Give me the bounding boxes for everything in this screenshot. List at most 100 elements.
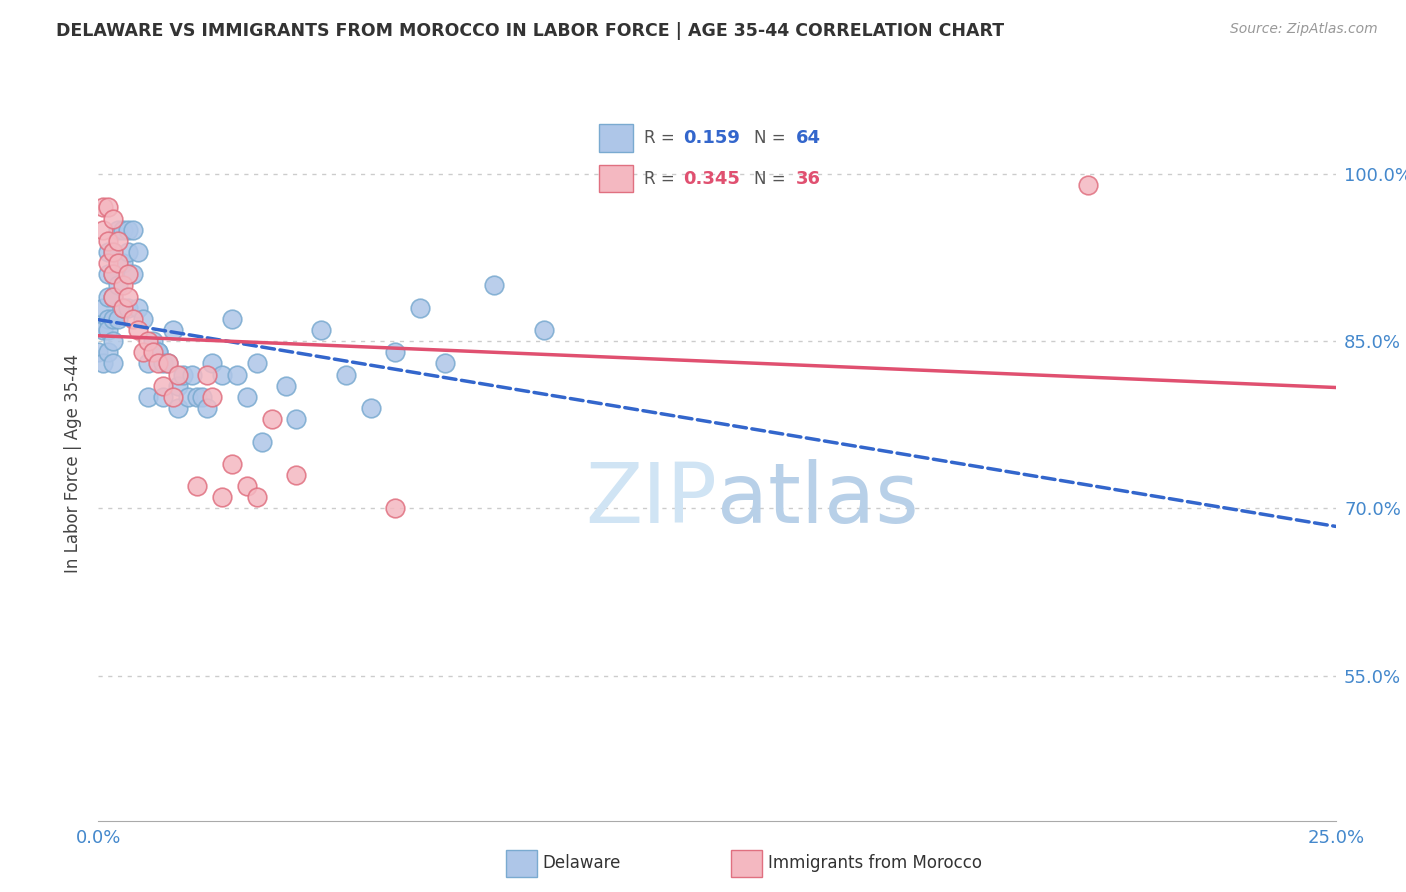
Point <box>87 345 110 359</box>
Point <box>195 368 218 382</box>
Text: R =: R = <box>644 169 681 187</box>
Point <box>107 256 129 270</box>
Text: 0.159: 0.159 <box>683 129 740 147</box>
Point <box>132 312 155 326</box>
Point <box>103 211 125 226</box>
Point <box>484 278 506 293</box>
Point <box>276 379 298 393</box>
Bar <box>599 124 633 152</box>
Point <box>246 357 269 371</box>
Point <box>93 323 115 337</box>
Point <box>117 290 139 304</box>
Point <box>136 357 159 371</box>
Point <box>107 312 129 326</box>
Text: Source: ZipAtlas.com: Source: ZipAtlas.com <box>1230 22 1378 37</box>
Point <box>103 268 125 282</box>
Point <box>191 390 214 404</box>
Point <box>112 223 135 237</box>
Y-axis label: In Labor Force | Age 35-44: In Labor Force | Age 35-44 <box>65 354 83 574</box>
Point <box>127 301 149 315</box>
Text: N =: N = <box>754 129 790 147</box>
Point <box>186 390 208 404</box>
Point <box>146 345 169 359</box>
Bar <box>599 165 633 192</box>
Point <box>1077 178 1099 193</box>
Point <box>103 312 125 326</box>
Text: atlas: atlas <box>717 459 918 540</box>
Point <box>93 357 115 371</box>
Point <box>117 245 139 260</box>
Point <box>166 379 188 393</box>
Point <box>186 479 208 493</box>
Point <box>112 256 135 270</box>
Point <box>146 357 169 371</box>
Point <box>211 491 233 505</box>
Point <box>97 268 120 282</box>
Point <box>103 290 125 304</box>
Point <box>260 412 283 426</box>
Point <box>221 312 243 326</box>
Point <box>172 368 194 382</box>
Point <box>122 312 145 326</box>
Point <box>97 345 120 359</box>
Point <box>384 501 406 516</box>
Point <box>107 278 129 293</box>
Point <box>97 245 120 260</box>
Point <box>152 390 174 404</box>
Text: Delaware: Delaware <box>543 855 621 872</box>
Point <box>201 390 224 404</box>
Point <box>195 401 218 416</box>
Point <box>127 245 149 260</box>
Point <box>166 401 188 416</box>
Point <box>152 379 174 393</box>
Point <box>112 301 135 315</box>
Point <box>107 234 129 248</box>
Point <box>132 345 155 359</box>
Text: DELAWARE VS IMMIGRANTS FROM MOROCCO IN LABOR FORCE | AGE 35-44 CORRELATION CHART: DELAWARE VS IMMIGRANTS FROM MOROCCO IN L… <box>56 22 1004 40</box>
Point <box>409 301 432 315</box>
Point <box>93 201 115 215</box>
Point <box>152 357 174 371</box>
Point <box>236 479 259 493</box>
Point <box>117 223 139 237</box>
Point <box>156 357 179 371</box>
Point <box>136 334 159 349</box>
Text: 36: 36 <box>796 169 821 187</box>
Point <box>103 268 125 282</box>
Point <box>246 491 269 505</box>
Point <box>201 357 224 371</box>
Point <box>309 323 332 337</box>
Point <box>335 368 357 382</box>
Point <box>127 323 149 337</box>
Point <box>533 323 555 337</box>
Point <box>162 390 184 404</box>
Point <box>97 290 120 304</box>
Point <box>93 301 115 315</box>
Point <box>112 278 135 293</box>
Point <box>142 334 165 349</box>
Point <box>97 234 120 248</box>
Point <box>156 357 179 371</box>
Point <box>384 345 406 359</box>
Point <box>97 312 120 326</box>
Text: 64: 64 <box>796 129 821 147</box>
Point <box>136 390 159 404</box>
Point <box>181 368 204 382</box>
Point <box>285 412 308 426</box>
Point <box>107 223 129 237</box>
Text: ZIP: ZIP <box>585 459 717 540</box>
Point <box>122 223 145 237</box>
Point <box>162 323 184 337</box>
Point <box>93 223 115 237</box>
Point <box>360 401 382 416</box>
Point <box>117 301 139 315</box>
Point <box>211 368 233 382</box>
Point <box>250 434 273 449</box>
Point <box>122 268 145 282</box>
Text: N =: N = <box>754 169 790 187</box>
Point <box>103 245 125 260</box>
Point <box>166 368 188 382</box>
Point <box>117 268 139 282</box>
Point <box>236 390 259 404</box>
Text: Immigrants from Morocco: Immigrants from Morocco <box>768 855 981 872</box>
